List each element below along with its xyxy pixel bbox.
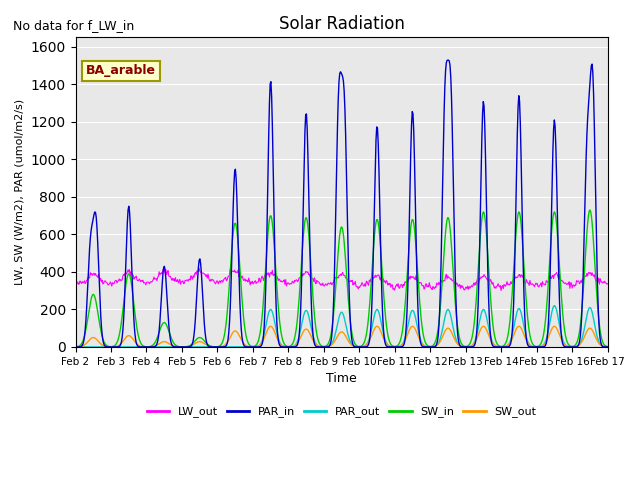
Line: PAR_out: PAR_out — [76, 306, 607, 347]
PAR_in — [179, 344, 186, 350]
SW_out — [604, 344, 611, 350]
LW_out — [219, 279, 227, 285]
PAR_in — [136, 344, 144, 350]
PAR_out — [72, 344, 79, 350]
SW_out — [190, 341, 198, 347]
SW_in — [136, 338, 144, 344]
SW_out — [72, 344, 79, 350]
PAR_in — [219, 344, 227, 350]
PAR_in — [422, 344, 430, 350]
Line: LW_out: LW_out — [76, 268, 607, 290]
SW_out — [550, 324, 558, 329]
PAR_out — [422, 344, 429, 349]
PAR_in — [444, 57, 452, 63]
LW_out — [422, 281, 430, 287]
Line: PAR_in: PAR_in — [76, 60, 607, 347]
PAR_out — [218, 344, 226, 350]
SW_in — [72, 344, 79, 350]
X-axis label: Time: Time — [326, 372, 357, 385]
PAR_out — [550, 303, 558, 309]
Line: SW_out: SW_out — [76, 326, 607, 347]
SW_out — [422, 343, 429, 349]
Line: SW_in: SW_in — [76, 210, 607, 347]
PAR_out — [136, 344, 144, 350]
LW_out — [195, 265, 203, 271]
LW_out — [72, 281, 79, 287]
SW_out — [218, 344, 226, 349]
SW_out — [136, 343, 144, 349]
SW_in — [586, 207, 594, 213]
SW_in — [422, 341, 430, 347]
SW_in — [81, 330, 89, 336]
SW_in — [219, 338, 227, 344]
LW_out — [136, 277, 144, 283]
SW_in — [407, 224, 415, 230]
PAR_in — [604, 344, 611, 350]
Legend: LW_out, PAR_in, PAR_out, SW_in, SW_out: LW_out, PAR_in, PAR_out, SW_in, SW_out — [142, 402, 541, 422]
SW_in — [604, 344, 611, 349]
PAR_out — [406, 312, 414, 318]
SW_out — [81, 342, 89, 348]
SW_in — [179, 344, 187, 350]
PAR_in — [72, 344, 79, 350]
LW_out — [604, 281, 611, 287]
SW_out — [406, 326, 414, 332]
LW_out — [190, 275, 198, 280]
Text: BA_arable: BA_arable — [86, 64, 156, 77]
Y-axis label: LW, SW (W/m2), PAR (umol/m2/s): LW, SW (W/m2), PAR (umol/m2/s) — [15, 99, 25, 285]
Title: Solar Radiation: Solar Radiation — [278, 15, 404, 33]
PAR_in — [191, 325, 198, 331]
LW_out — [407, 273, 415, 279]
PAR_in — [407, 149, 415, 155]
PAR_out — [604, 344, 611, 350]
PAR_in — [81, 327, 89, 333]
LW_out — [497, 288, 505, 293]
SW_in — [191, 338, 198, 344]
LW_out — [81, 281, 89, 287]
PAR_out — [190, 344, 198, 350]
PAR_out — [81, 344, 89, 350]
Text: No data for f_LW_in: No data for f_LW_in — [13, 19, 134, 32]
